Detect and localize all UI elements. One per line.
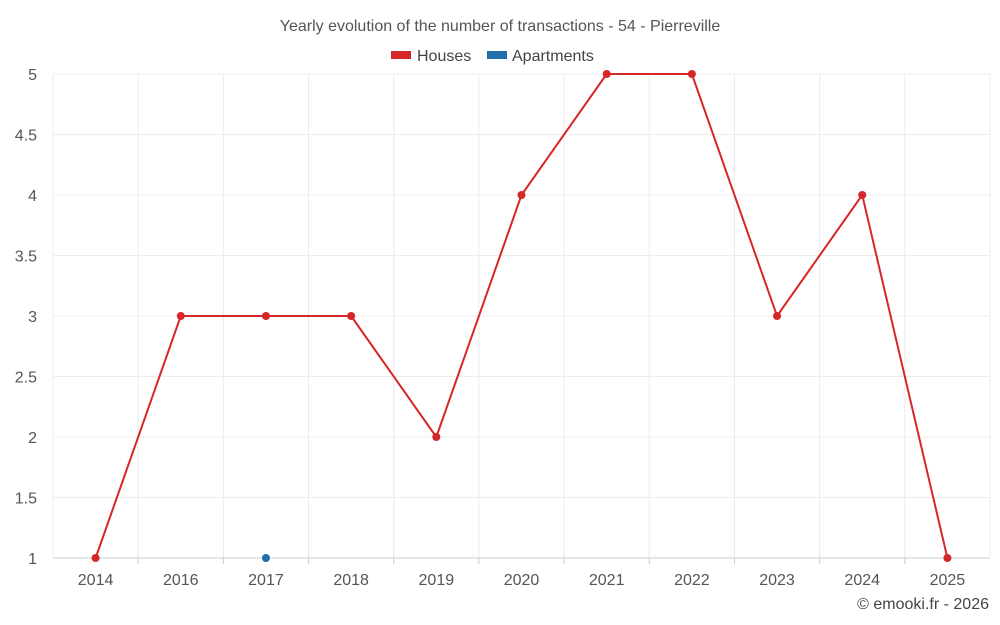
x-tick-label: 2017 [248, 572, 284, 589]
legend-item-houses[interactable]: Houses [391, 48, 471, 65]
x-tick-label: 2023 [759, 572, 795, 589]
y-tick-label: 1.5 [15, 491, 37, 508]
data-point-apartments[interactable] [261, 554, 270, 562]
series [91, 70, 952, 562]
x-tick-label: 2024 [844, 572, 880, 589]
y-tick-label: 2.5 [15, 370, 37, 387]
data-point-houses[interactable] [176, 312, 185, 320]
legend-swatch-apartments [487, 51, 507, 59]
y-tick-label: 2 [28, 430, 37, 447]
x-tick-label: 2022 [674, 572, 710, 589]
data-point-houses[interactable] [432, 433, 441, 441]
x-tick-label: 2020 [504, 572, 540, 589]
legend: Houses Apartments [391, 48, 594, 65]
credit-text: © emooki.fr - 2026 [857, 596, 989, 613]
legend-swatch-houses [391, 51, 411, 59]
x-tick-label: 2018 [333, 572, 369, 589]
x-tick-label: 2021 [589, 572, 625, 589]
y-tick-label: 4 [28, 188, 37, 205]
legend-item-apartments[interactable]: Apartments [487, 48, 594, 65]
y-tick-label: 3 [28, 309, 37, 326]
data-point-houses[interactable] [517, 191, 526, 199]
x-tick-label: 2019 [419, 572, 455, 589]
x-tick-label: 2014 [78, 572, 114, 589]
data-point-houses[interactable] [943, 554, 952, 562]
y-tick-label: 5 [28, 67, 37, 84]
x-tick-label: 2016 [163, 572, 199, 589]
data-point-houses[interactable] [773, 312, 782, 320]
data-point-houses[interactable] [261, 312, 270, 320]
y-tick-label: 1 [28, 551, 37, 568]
axes: 1 1.5 2 2.5 3 3.5 4 4.5 5 2014 2016 2017 2018 2019 202… [15, 67, 990, 589]
data-point-houses[interactable] [687, 70, 696, 78]
chart-title: Yearly evolution of the number of transa… [280, 18, 721, 35]
data-point-houses[interactable] [858, 191, 867, 199]
legend-label-apartments: Apartments [512, 48, 594, 65]
x-tick-label: 2025 [930, 572, 966, 589]
data-point-houses[interactable] [602, 70, 611, 78]
y-tick-label: 3.5 [15, 249, 37, 266]
y-tick-label: 4.5 [15, 128, 37, 145]
legend-label-houses: Houses [417, 48, 471, 65]
data-point-houses[interactable] [91, 554, 100, 562]
data-point-houses[interactable] [347, 312, 356, 320]
